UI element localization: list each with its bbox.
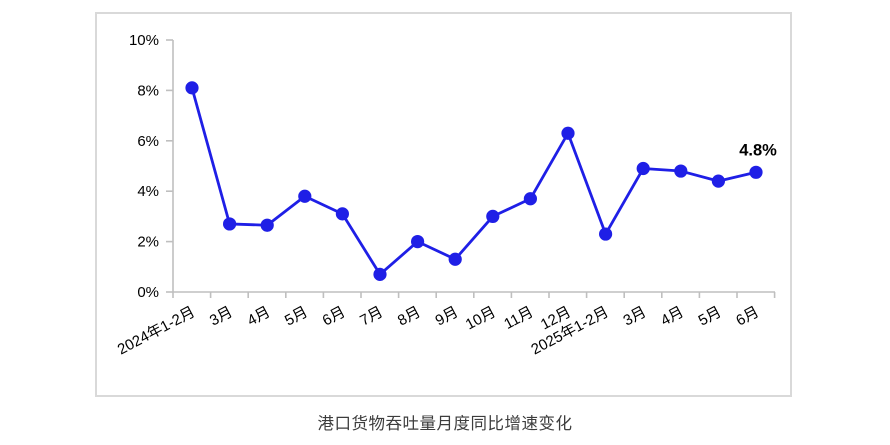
y-axis-tick-label: 6% bbox=[137, 133, 159, 150]
data-point bbox=[223, 217, 237, 231]
y-axis-tick-label: 0% bbox=[137, 284, 159, 301]
chart-border bbox=[95, 12, 792, 397]
data-point bbox=[486, 209, 500, 223]
chart-frame: 0% 2% 4% 6% 8% 10% 2024年1-2月 3月 4月 5月 6月 7月 8月 9月 10月 1… bbox=[95, 12, 792, 397]
data-point bbox=[523, 192, 537, 206]
data-point bbox=[636, 161, 650, 176]
data-point bbox=[185, 81, 199, 95]
data-point bbox=[749, 165, 763, 179]
y-axis-tick-label: 2% bbox=[137, 234, 159, 251]
data-point bbox=[260, 218, 274, 232]
y-axis-tick-label: 4% bbox=[137, 183, 159, 200]
data-point bbox=[674, 164, 688, 178]
y-axis-tick-label: 8% bbox=[137, 82, 159, 99]
line-chart: 0%2%4%6%8%10%2024年1-2月 3月 4月 5月 6月 7月 8月 9月 10月 1… bbox=[95, 12, 792, 397]
y-axis-tick-label: 10% bbox=[129, 32, 159, 49]
data-point bbox=[448, 252, 462, 266]
last-point-data-label: 4.8% bbox=[739, 141, 777, 159]
data-point bbox=[298, 189, 312, 203]
chart-title: 港口货物吞吐量月度同比增速变化 bbox=[317, 415, 573, 433]
data-point bbox=[599, 227, 613, 241]
data-point bbox=[335, 207, 349, 221]
data-point bbox=[373, 267, 387, 281]
data-point bbox=[561, 126, 575, 140]
data-point bbox=[411, 235, 425, 249]
data-point bbox=[711, 174, 726, 188]
data-line bbox=[190, 87, 757, 276]
